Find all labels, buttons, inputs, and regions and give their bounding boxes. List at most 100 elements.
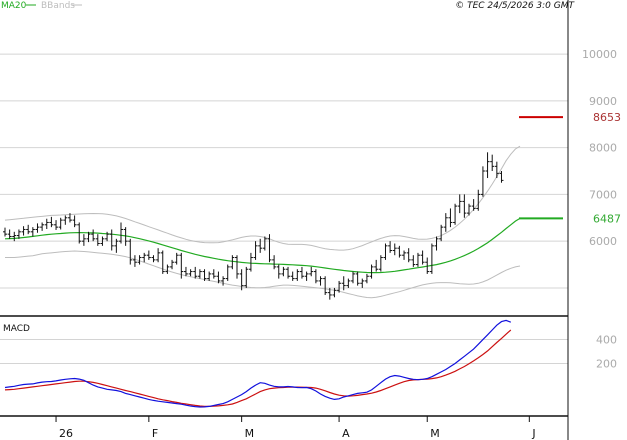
ohlc-bar — [188, 269, 193, 277]
legend-ma20-label: MA20 — [1, 1, 27, 11]
ohlc-bar — [183, 266, 188, 277]
macd-tick-label: 200 — [596, 358, 617, 371]
ohlc-bar — [197, 269, 202, 279]
ohlc-bar — [327, 287, 332, 300]
ohlc-bar — [21, 226, 26, 236]
ohlc-bar — [402, 250, 407, 260]
ohlc-bar — [480, 166, 485, 197]
ohlc-bar — [216, 271, 221, 284]
ohlc-bar — [341, 276, 346, 291]
ma20-line — [4, 217, 521, 274]
ohlc-bar — [86, 231, 91, 243]
level-label-resistance: 8653 — [593, 111, 621, 124]
ohlc-bar — [258, 238, 263, 253]
ohlc-bar — [239, 269, 244, 291]
ohlc-bar — [485, 152, 490, 179]
ohlc-bar — [156, 248, 161, 263]
ohlc-bar — [355, 271, 360, 286]
ohlc-bar — [77, 222, 82, 244]
ohlc-bar — [290, 271, 295, 281]
x-tick-label: M — [430, 427, 440, 440]
price-levels: 8653 6487 — [519, 111, 621, 225]
bollinger-bands — [4, 145, 521, 299]
price-tick-label: 6000 — [589, 235, 617, 248]
ohlc-bar — [397, 245, 402, 258]
ohlc-bar — [457, 194, 462, 214]
chart-axes — [0, 0, 569, 440]
ohlc-bar — [369, 264, 374, 279]
ohlc-bar — [100, 236, 105, 246]
ohlc-bar — [26, 224, 31, 235]
ohlc-bar — [476, 189, 481, 211]
ohlc-bar — [360, 278, 365, 288]
axis-labels: 10000 9000 8000 7000 6000 400 200 26 F M A M J — [59, 48, 617, 440]
ohlc-bar — [128, 238, 133, 265]
ohlc-bar — [211, 269, 216, 279]
ohlc-bar — [467, 203, 471, 216]
ohlc-bar — [388, 241, 393, 253]
bb-upper-line — [4, 145, 521, 251]
ohlc-bar — [248, 252, 253, 272]
ohlc-bar — [309, 266, 314, 277]
ohlc-bar — [448, 208, 453, 228]
ohlc-bar — [337, 280, 342, 293]
macd-panel — [0, 319, 568, 408]
ohlc-bar — [406, 248, 411, 263]
x-tick-label: A — [342, 427, 350, 440]
signal-line — [4, 329, 512, 407]
ohlc-bar — [160, 250, 165, 274]
ohlc-bar — [332, 287, 337, 298]
price-bars — [3, 152, 504, 300]
ohlc-bar — [49, 216, 54, 228]
ohlc-bar — [35, 223, 40, 233]
bb-lower-line — [5, 250, 521, 299]
ohlc-bar — [374, 259, 379, 272]
ohlc-bar — [95, 234, 100, 246]
ohlc-bar — [439, 224, 444, 242]
ohlc-bar — [105, 231, 110, 242]
price-grid — [0, 53, 568, 289]
price-tick-label: 10000 — [582, 48, 617, 61]
ohlc-bar — [146, 250, 151, 260]
ohlc-bar — [411, 255, 416, 267]
ohlc-bar — [276, 264, 281, 279]
ohlc-bar — [230, 255, 235, 270]
ohlc-bar — [425, 257, 430, 274]
ohlc-bar — [253, 241, 258, 260]
ohlc-bar — [91, 229, 96, 242]
ohlc-bar — [72, 215, 77, 228]
ohlc-bar — [44, 218, 49, 230]
ohlc-bar — [286, 266, 291, 279]
ohlc-bar — [170, 259, 175, 270]
ohlc-bar — [221, 276, 226, 286]
ohlc-bar — [12, 231, 17, 242]
ohlc-bar — [323, 276, 328, 295]
ohlc-bar — [313, 269, 318, 284]
legend-bbands-label: BBands — [41, 1, 75, 11]
ohlc-bar — [383, 243, 388, 260]
ohlc-bar — [378, 255, 383, 272]
ohlc-bar — [295, 269, 300, 281]
ohlc-bar — [67, 213, 72, 223]
ohlc-bar — [165, 264, 170, 274]
ohlc-bar — [415, 252, 420, 267]
ohlc-bar — [16, 229, 21, 239]
ma20-path — [4, 217, 521, 274]
ohlc-bar — [235, 255, 239, 279]
x-tick-label: M — [245, 427, 255, 440]
ohlc-bar — [244, 266, 249, 288]
ohlc-bar — [114, 238, 119, 253]
ohlc-bar — [109, 229, 114, 251]
ohlc-bar — [142, 252, 147, 263]
price-tick-label: 8000 — [589, 142, 617, 155]
ohlc-bar — [392, 243, 397, 256]
ohlc-bar — [137, 255, 142, 265]
ohlc-bar — [40, 222, 45, 231]
ohlc-bar — [267, 234, 272, 263]
ohlc-bar — [58, 217, 63, 230]
ohlc-bar — [81, 234, 86, 246]
ohlc-bar — [193, 266, 198, 279]
ohlc-bar — [63, 215, 68, 225]
price-tick-label: 9000 — [589, 95, 617, 108]
